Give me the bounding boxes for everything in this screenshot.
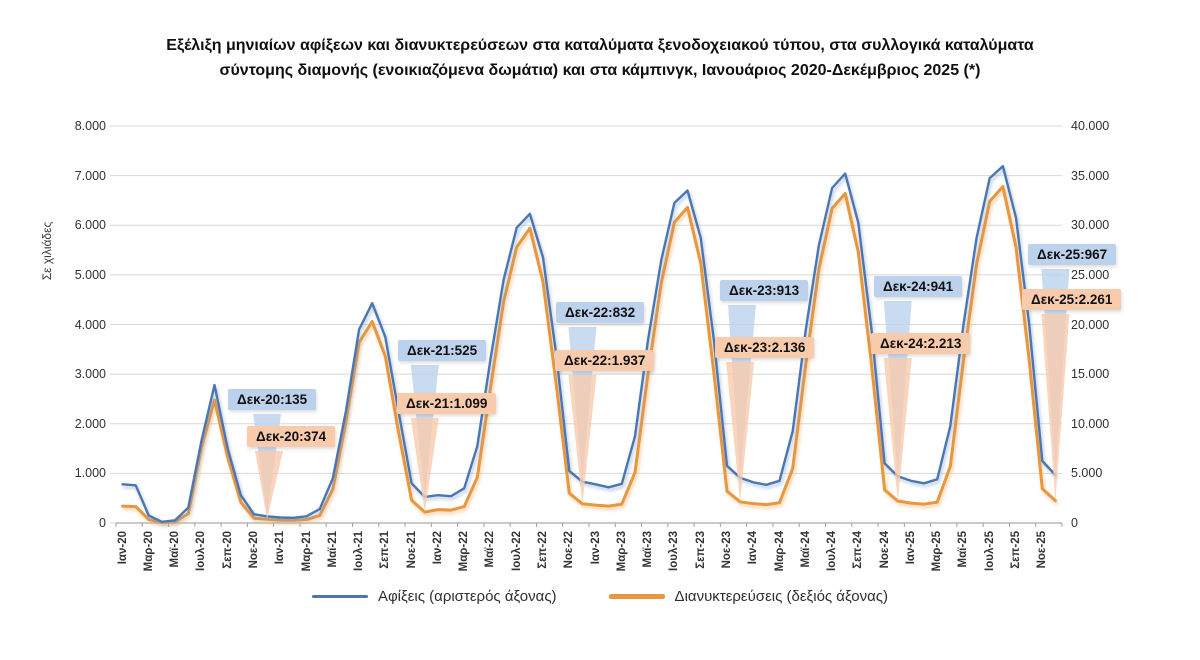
x-tick-label: Ιαν-22 (431, 531, 444, 565)
x-tick-label: Μαϊ-20 (169, 531, 182, 568)
callout-pointer (410, 418, 439, 513)
x-tick-label: Ιουλ-23 (668, 531, 681, 571)
x-tick-label: Μαρ-25 (931, 531, 944, 572)
callout-Δεκ-22-arrivals: Δεκ-22:832 (556, 302, 645, 323)
x-tick-label: Μαρ-20 (142, 531, 155, 572)
x-tick-label: Ιαν-20 (116, 531, 129, 565)
y-left-tick-label: 0 (99, 516, 106, 530)
callout-Δεκ-25-arrivals: Δεκ-25:967 (1028, 244, 1117, 265)
y-right-tick-label: 35.000 (1071, 168, 1110, 183)
callout-pointer (1041, 314, 1070, 501)
chart-legend: Αφίξεις (αριστερός άξονας) Διανυκτερεύσε… (0, 588, 1200, 605)
y-right-tick-label: 40.000 (1071, 119, 1110, 133)
y-left-tick-label: 5.000 (74, 267, 106, 282)
y-right-tick-label: 5.000 (1071, 466, 1103, 481)
x-tick-label: Σεπ-22 (537, 531, 549, 569)
chart-title-line2: σύντομης διαμονής (ενοικιαζόμενα δωμάτια… (219, 62, 981, 79)
x-tick-label: Ιουλ-21 (353, 531, 366, 571)
y-right-tick-label: 30.000 (1071, 218, 1110, 233)
callout-pointer (726, 362, 755, 502)
x-tick-label: Σεπ-23 (694, 531, 707, 569)
x-tick-label: Ιαν-24 (747, 531, 760, 565)
y-left-tick-label: 4.000 (74, 317, 106, 332)
callout-pointer (568, 375, 597, 504)
y-left-tick-label: 1.000 (74, 466, 106, 481)
y-left-tick-label: 6.000 (74, 218, 106, 233)
x-tick-label: Ιουλ-24 (826, 531, 839, 571)
x-tick-label: Μαρ-24 (773, 531, 786, 572)
x-tick-label: Νοε-24 (878, 531, 891, 569)
callout-pointer (883, 358, 912, 501)
y-right-tick-label: 15.000 (1071, 367, 1110, 382)
legend-item-nights: Διανυκτερεύσεις (δεξιός άξονας) (608, 588, 889, 605)
x-tick-label: Μαρ-21 (300, 531, 313, 572)
legend-item-arrivals: Αφίξεις (αριστερός άξονας) (311, 588, 557, 605)
x-tick-label: Ιουλ-25 (983, 531, 996, 571)
y-left-tick-label: 3.000 (74, 367, 106, 382)
chart-title-line1: Εξέλιξη μηνιαίων αφίξεων και διανυκτερεύ… (166, 37, 1034, 54)
y-right-tick-label: 25.000 (1071, 267, 1110, 282)
callout-Δεκ-20-nights: Δεκ-20:374 (247, 426, 336, 447)
callout-Δεκ-24-nights: Δεκ-24:2.213 (871, 333, 971, 354)
x-tick-label: Ιαν-21 (274, 531, 287, 565)
x-tick-label: Νοε-23 (720, 531, 733, 569)
callout-pointer (255, 451, 283, 520)
callout-Δεκ-20-arrivals: Δεκ-20:135 (228, 389, 317, 410)
x-tick-label: Μαϊ-21 (326, 531, 339, 568)
legend-label-nights: Διανυκτερεύσεις (δεξιός άξονας) (674, 588, 889, 605)
x-tick-label: Σεπ-25 (1010, 531, 1022, 569)
x-tick-label: Μαρ-22 (458, 531, 471, 572)
callout-Δεκ-23-arrivals: Δεκ-23:913 (720, 280, 809, 301)
x-tick-label: Σεπ-21 (379, 531, 392, 569)
y-left-tick-label: 2.000 (74, 416, 106, 431)
x-tick-label: Μαϊ-25 (957, 531, 970, 568)
callout-Δεκ-22-nights: Δεκ-22:1.937 (555, 350, 655, 371)
chart-title: Εξέλιξη μηνιαίων αφίξεων και διανυκτερεύ… (0, 33, 1200, 83)
y-left-tick-label: 8.000 (74, 119, 106, 133)
arrivals-line-swatch-icon (311, 595, 368, 598)
x-tick-label: Σεπ-24 (852, 531, 865, 569)
x-tick-label: Ιαν-25 (904, 531, 917, 565)
x-tick-label: Μαρ-23 (615, 531, 628, 572)
x-tick-label: Μαϊ-22 (484, 531, 497, 568)
callout-Δεκ-21-nights: Δεκ-21:1.099 (397, 393, 497, 414)
x-tick-label: Νοε-22 (563, 531, 576, 569)
nights-line-swatch-icon (608, 594, 665, 599)
x-tick-label: Ιουλ-20 (195, 531, 208, 571)
callout-Δεκ-23-nights: Δεκ-23:2.136 (715, 337, 815, 358)
series-line-nights (121, 185, 1057, 524)
x-tick-label: Σεπ-20 (221, 531, 234, 569)
y-right-tick-label: 10.000 (1071, 416, 1110, 431)
y-left-tick-label: 7.000 (74, 168, 106, 183)
legend-label-arrivals: Αφίξεις (αριστερός άξονας) (377, 588, 557, 605)
x-tick-label: Νοε-25 (1036, 531, 1049, 569)
x-tick-label: Μαϊ-24 (799, 531, 812, 568)
x-tick-label: Νοε-20 (247, 531, 260, 569)
x-tick-label: Ιαν-23 (589, 531, 602, 565)
callout-Δεκ-24-arrivals: Δεκ-24:941 (874, 276, 963, 297)
x-tick-label: Ιουλ-22 (510, 531, 523, 571)
callout-Δεκ-25-nights: Δεκ-25:2.261 (1022, 289, 1122, 310)
callout-Δεκ-21-arrivals: Δεκ-21:525 (398, 340, 487, 361)
x-tick-label: Νοε-21 (405, 531, 418, 569)
y-right-tick-label: 20.000 (1071, 317, 1110, 332)
y-right-tick-label: 0 (1071, 516, 1078, 530)
x-tick-label: Μαϊ-23 (642, 531, 655, 568)
